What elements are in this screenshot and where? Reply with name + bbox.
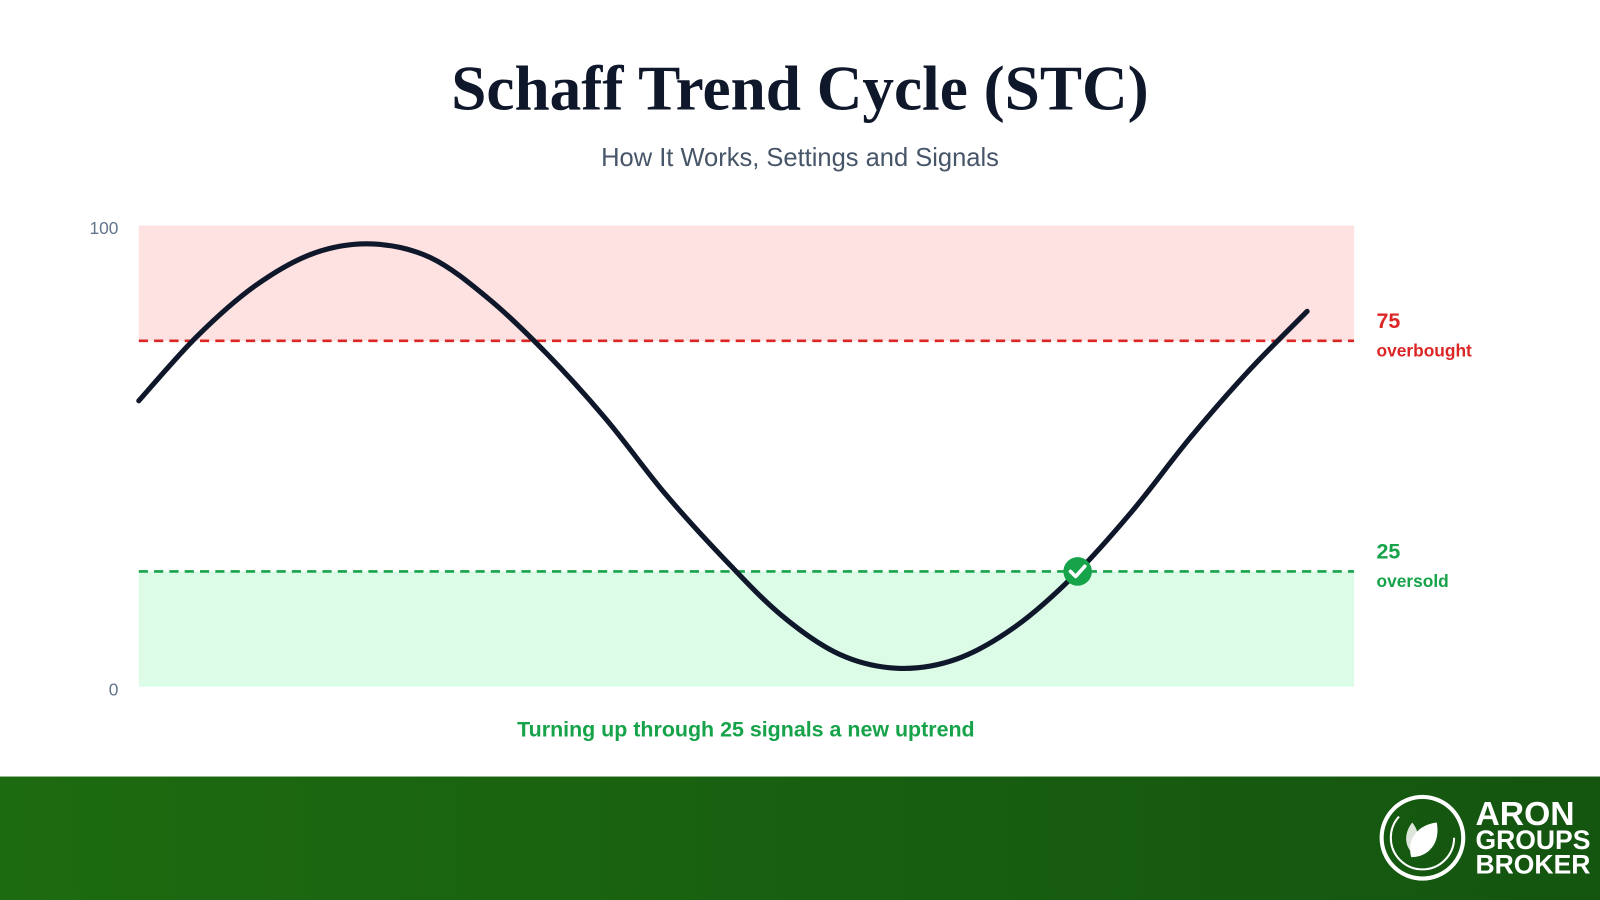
threshold-label: overbought: [1377, 341, 1473, 361]
signal-marker: [1063, 557, 1092, 586]
logo-swirl: [1389, 805, 1456, 871]
zone: [138, 225, 1355, 341]
signal-check: [1068, 564, 1087, 579]
threshold-value: 25: [1377, 540, 1401, 564]
logo-ring: [1379, 794, 1466, 881]
signal-caption: Turning up through 25 signals a new uptr…: [517, 717, 974, 741]
chart-subtitle: How It Works, Settings and Signals: [601, 144, 999, 172]
logo-text: ARON: [1476, 796, 1575, 833]
footer-bar: [0, 776, 1600, 900]
threshold-label: oversold: [1377, 571, 1449, 591]
plot-area: 0 100 75 overbought 25 oversold Turning up thr…: [89, 218, 1472, 741]
chart-title: Schaff Trend Cycle (STC): [451, 53, 1149, 123]
logo: ARON GROUPS BROKER: [1379, 794, 1591, 881]
logo-leaf: [1410, 822, 1438, 858]
y-tick-label: 100: [89, 218, 118, 238]
zone: [138, 571, 1355, 687]
y-tick-label: 0: [109, 679, 119, 699]
stc-line: [136, 241, 1310, 671]
logo-text: GROUPS: [1476, 825, 1591, 855]
logo-text: BROKER: [1476, 849, 1591, 879]
logo-leaf: [1406, 822, 1419, 854]
threshold-value: 75: [1377, 309, 1401, 333]
